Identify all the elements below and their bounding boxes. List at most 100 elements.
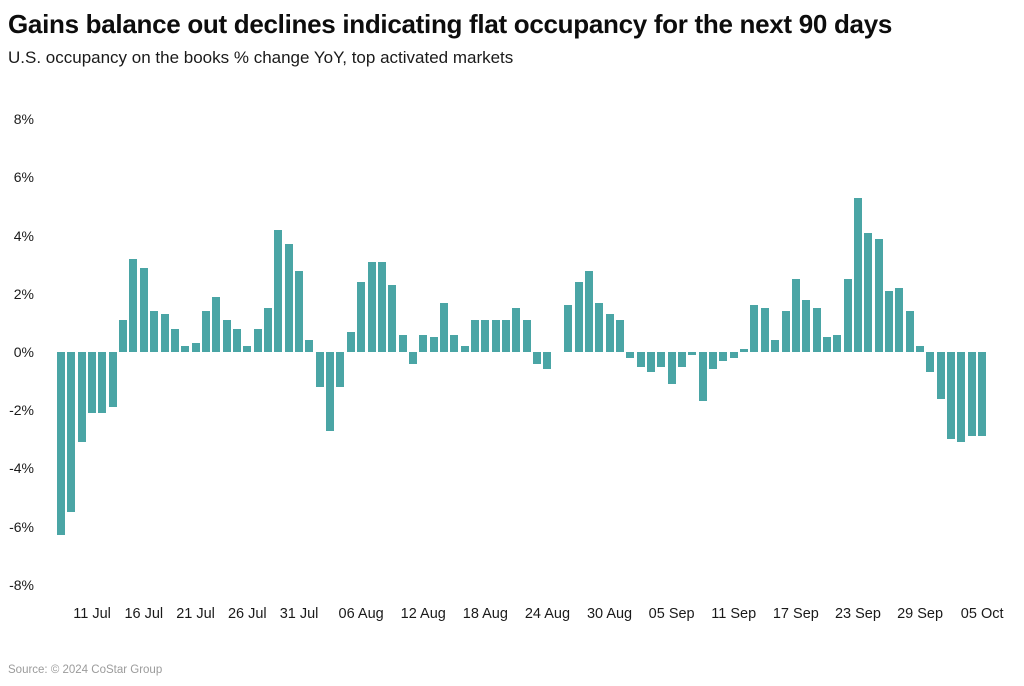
bar xyxy=(181,346,190,352)
source-attribution: Source: © 2024 CoStar Group xyxy=(8,664,163,676)
bar xyxy=(688,352,697,355)
y-tick-label: -2% xyxy=(9,402,34,419)
x-tick-label: 06 Aug xyxy=(338,606,384,622)
bar xyxy=(833,334,842,352)
y-tick-label: 2% xyxy=(13,285,34,302)
bar xyxy=(388,285,397,352)
bar xyxy=(926,352,935,373)
x-tick-label: 11 Sep xyxy=(711,606,757,622)
y-tick-label: 4% xyxy=(13,227,34,244)
bar xyxy=(874,238,883,352)
bar xyxy=(885,290,893,352)
bar xyxy=(471,319,479,352)
bar xyxy=(719,352,728,361)
bar xyxy=(657,352,666,367)
chart-subtitle: U.S. occupancy on the books % change YoY… xyxy=(8,48,514,67)
bar xyxy=(429,337,438,352)
x-tick-label: 18 Aug xyxy=(462,606,508,622)
bar xyxy=(150,311,159,352)
bar xyxy=(160,314,169,352)
bar xyxy=(781,311,790,352)
bar xyxy=(936,352,945,399)
bar xyxy=(419,334,428,352)
bar xyxy=(491,319,500,352)
bar xyxy=(812,308,821,352)
bar xyxy=(864,232,873,352)
bar xyxy=(129,258,138,352)
bar xyxy=(408,352,417,364)
bar xyxy=(626,352,635,358)
bar xyxy=(326,352,335,431)
bar xyxy=(481,319,490,352)
bar xyxy=(439,302,448,352)
bar xyxy=(967,352,976,437)
bar xyxy=(843,279,852,352)
bar xyxy=(119,319,128,352)
bar xyxy=(336,352,345,387)
bar xyxy=(522,319,531,352)
bar xyxy=(77,352,86,443)
bar xyxy=(398,334,407,352)
bar xyxy=(315,352,324,387)
x-tick-label: 30 Aug xyxy=(586,606,633,622)
bar xyxy=(264,308,272,352)
bar xyxy=(771,340,780,352)
bar xyxy=(595,302,604,352)
bar xyxy=(574,282,583,352)
bar xyxy=(740,349,749,352)
x-tick-label: 16 Jul xyxy=(124,606,164,622)
y-tick-label: 0% xyxy=(13,344,34,360)
bar xyxy=(978,352,987,437)
bar xyxy=(305,340,314,352)
x-tick-label: 11 Jul xyxy=(73,606,111,622)
bar xyxy=(274,229,283,352)
y-tick-label: -8% xyxy=(9,576,34,593)
x-tick-label: 05 Sep xyxy=(648,606,695,622)
bar xyxy=(709,352,718,370)
bar xyxy=(605,314,614,352)
bar xyxy=(750,305,759,352)
bar xyxy=(802,299,811,352)
bar xyxy=(667,352,676,384)
bar xyxy=(243,346,252,352)
bar xyxy=(584,270,593,352)
bar xyxy=(460,346,469,352)
bar xyxy=(450,334,459,352)
bar xyxy=(377,261,386,352)
bar xyxy=(512,308,521,352)
bar xyxy=(295,270,304,352)
bar xyxy=(502,319,511,352)
bar xyxy=(367,261,376,352)
bar xyxy=(201,311,210,352)
x-tick-label: 31 Jul xyxy=(279,606,319,622)
y-tick-label: -4% xyxy=(9,460,34,477)
chart-title: Gains balance out declines indicating fl… xyxy=(8,9,893,39)
y-tick-label: 8% xyxy=(13,111,34,128)
bar xyxy=(108,352,117,408)
y-tick-label: 6% xyxy=(13,169,34,186)
x-tick-label: 05 Oct xyxy=(960,606,1004,622)
bar xyxy=(760,308,769,352)
x-tick-label: 24 Aug xyxy=(524,606,571,622)
x-tick-label: 21 Jul xyxy=(176,606,215,622)
y-tick-label: -6% xyxy=(9,518,34,535)
bar xyxy=(57,352,65,536)
bar xyxy=(67,352,76,513)
bar xyxy=(646,352,655,373)
bar xyxy=(346,331,355,352)
bar xyxy=(139,267,148,352)
bar xyxy=(636,352,645,367)
bar xyxy=(905,311,914,352)
x-tick-label: 23 Sep xyxy=(834,606,881,622)
bar xyxy=(170,328,179,352)
bar xyxy=(895,287,904,352)
bar xyxy=(791,279,800,352)
x-tick-label: 29 Sep xyxy=(897,606,944,622)
bar xyxy=(615,319,624,352)
x-tick-label: 17 Sep xyxy=(772,606,819,622)
bar xyxy=(88,352,97,414)
bar xyxy=(678,352,686,367)
bar xyxy=(729,352,738,358)
